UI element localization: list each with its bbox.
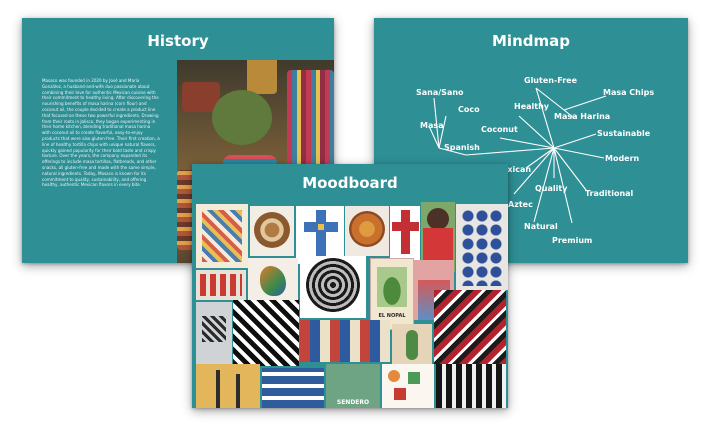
sun-carving-image xyxy=(250,206,294,256)
talavera-plates-image xyxy=(456,204,508,290)
palm-plant xyxy=(212,90,272,145)
blue-tile-grid xyxy=(262,368,324,408)
moodboard-title: Moodboard xyxy=(302,174,398,192)
history-title: History xyxy=(147,32,209,50)
mindmap-word: Gluten-Free xyxy=(524,76,578,85)
mindmap-word: Natural xyxy=(524,222,558,231)
mindmap-word: Modern xyxy=(605,154,640,163)
mindmap-word: Masa Chips xyxy=(603,88,655,97)
sun-plate-image xyxy=(345,206,389,256)
geometric-collage xyxy=(300,320,390,362)
moodboard-slide[interactable]: Moodboard EL NOPAL xyxy=(192,164,508,408)
red-cross-image xyxy=(390,206,420,262)
mindmap-word: Premium xyxy=(552,236,593,245)
mindmap-word: Healthy xyxy=(514,102,549,111)
sendero-label: SENDERO xyxy=(336,399,370,406)
history-body: Masaco was founded in 2020 by José and M… xyxy=(42,78,160,188)
mindmap-word: Sustainable xyxy=(597,129,651,138)
mindmap-word: Traditional xyxy=(585,189,634,198)
mindmap-slide[interactable]: Mindmap Sana/Sano Gluten-Free Masa Chips… xyxy=(374,18,688,263)
mindmap-word: Masa Harina xyxy=(554,112,611,121)
el-nopal-card-image: EL NOPAL xyxy=(370,258,414,330)
cross-image xyxy=(296,206,344,264)
red-black-textile xyxy=(434,290,506,364)
cactus-art-image xyxy=(392,324,432,364)
aztec-calendar-image xyxy=(300,256,366,318)
mindmap-word: Mexican xyxy=(494,165,532,174)
mindmap-lines xyxy=(428,87,607,224)
black-white-pattern xyxy=(233,300,299,366)
talavera-tile-image xyxy=(196,204,248,268)
eagle-pattern-image xyxy=(196,302,232,364)
mindmap-word: Sana/Sano xyxy=(416,88,464,97)
mindmap-word: Coco xyxy=(458,105,480,114)
icon-stickers-image xyxy=(382,364,434,408)
folk-art-painting xyxy=(196,364,260,408)
mindmap-word: Spanish xyxy=(444,143,480,152)
bird-figurine-image xyxy=(248,258,298,304)
sendero-tile-image: SENDERO xyxy=(326,364,380,408)
mindmap-word: Masa xyxy=(420,121,444,130)
hanging-basket xyxy=(247,60,277,94)
black-white-textile xyxy=(436,364,506,408)
mindmap-word: Aztec xyxy=(508,200,533,209)
mindmap-word: Quality xyxy=(535,184,568,193)
red-tile-image xyxy=(196,270,246,300)
mindmap-word: Coconut xyxy=(481,125,518,134)
el-nopal-label: EL NOPAL xyxy=(378,313,406,319)
mindmap-title: Mindmap xyxy=(492,32,570,50)
